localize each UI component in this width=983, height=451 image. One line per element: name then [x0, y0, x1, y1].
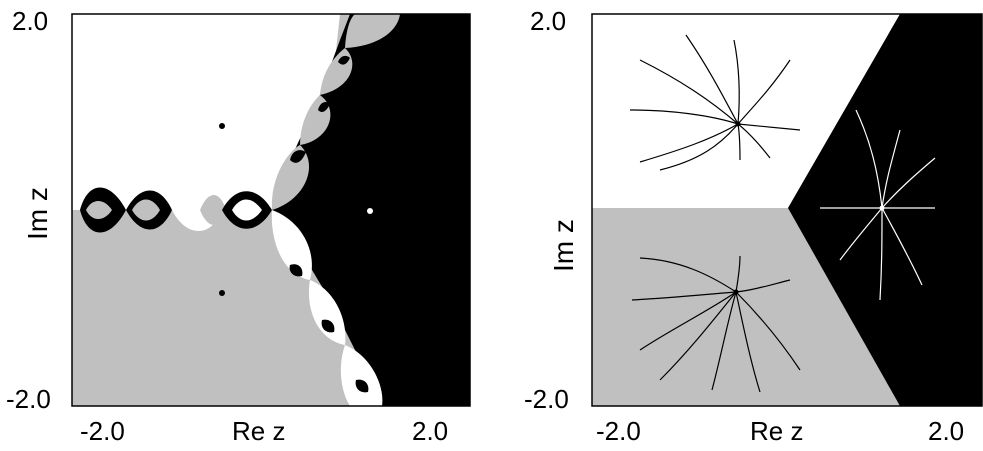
left-plot-frame — [71, 13, 471, 407]
right-trajectories-gray — [631, 255, 801, 393]
left-fixed-point-upper — [219, 123, 225, 129]
right-root-right — [879, 205, 885, 211]
left-xlabel: Re z — [232, 416, 286, 446]
right-ytick-bottom: -2.0 — [524, 384, 569, 414]
left-fixed-point-right — [367, 208, 373, 214]
right-ylabel: Im z — [548, 219, 579, 272]
right-root-upper — [735, 121, 741, 127]
left-chain-horizontal — [80, 187, 272, 233]
right-trajectories-black — [819, 109, 936, 301]
left-chain-lower — [271, 210, 383, 406]
left-chain-upper — [271, 14, 400, 210]
right-xlabel: Re z — [750, 416, 804, 446]
right-basin-white — [592, 14, 900, 208]
right-basin-black — [788, 14, 982, 406]
right-xtick-right: 2.0 — [928, 416, 965, 446]
left-ytick-bottom: -2.0 — [6, 384, 51, 414]
left-fixed-point-lower — [219, 290, 225, 296]
right-trajectories-white — [629, 34, 801, 171]
left-ytick-top: 2.0 — [12, 6, 49, 36]
left-basin-white — [72, 14, 340, 210]
right-xtick-left: -2.0 — [596, 416, 641, 446]
right-plot-frame — [591, 13, 983, 407]
left-xtick-left: -2.0 — [80, 416, 125, 446]
right-root-lower — [733, 289, 739, 295]
right-ytick-top: 2.0 — [530, 6, 567, 36]
left-xtick-right: 2.0 — [412, 416, 449, 446]
